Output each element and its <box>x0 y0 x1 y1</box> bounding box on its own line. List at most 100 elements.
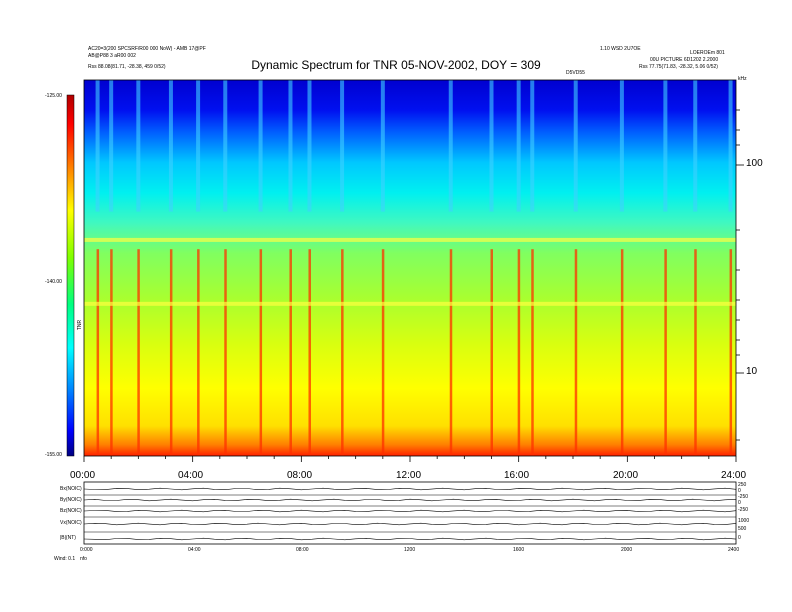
burst-mark <box>490 249 493 456</box>
burst-mark <box>449 249 453 456</box>
y-tick-100: 100 <box>746 158 763 169</box>
burst-upper-mark <box>168 80 173 212</box>
panel-x-tick-1: 04:00 <box>188 547 201 553</box>
burst-mark <box>517 249 521 456</box>
chart-title: Dynamic Spectrum for TNR 05-NOV-2002, DO… <box>251 58 541 72</box>
right-axis <box>736 109 744 441</box>
top-left-line2: AB@P88 3 aR00 002 <box>88 53 136 59</box>
y-tick-10: 10 <box>746 366 758 377</box>
burst-mark <box>308 249 311 456</box>
field-trace <box>83 537 737 541</box>
emission-band <box>84 301 736 306</box>
burst-mark <box>224 249 227 456</box>
burst-upper-mark <box>448 80 453 212</box>
top-right-line1: 1.10 WSD 2U7OE <box>600 46 641 52</box>
burst-layer <box>84 80 736 456</box>
colorbar-tick-bottom: -155.00 <box>45 452 62 458</box>
burst-upper-mark <box>109 80 114 212</box>
burst-mark <box>259 249 263 456</box>
footer-label-right: nfo <box>80 556 87 562</box>
panel-x-tick-6: 2400 <box>728 547 740 553</box>
colorbar <box>66 94 75 457</box>
panel-right-tick-1: 0 <box>738 488 741 494</box>
burst-mark <box>169 249 173 456</box>
panel-label-bx: Bx(NOIC) <box>60 486 82 492</box>
panel-x-tick-4: 1600 <box>513 547 525 553</box>
right-top-label: kHz <box>738 76 747 82</box>
burst-mark <box>96 249 100 456</box>
field-trace <box>83 509 737 513</box>
bottom-panel <box>83 481 737 545</box>
burst-mark <box>574 249 578 456</box>
x-tick-5: 20:00 <box>613 470 639 481</box>
panel-right-tick-6: 500 <box>738 526 747 532</box>
burst-upper-mark <box>530 80 535 212</box>
burst-upper-mark <box>223 80 228 212</box>
burst-upper-mark <box>728 80 733 212</box>
burst-upper-mark <box>489 80 494 212</box>
x-tick-3: 12:00 <box>396 470 422 481</box>
panel-x-tick-2: 08:00 <box>296 547 309 553</box>
panel-x-tick-5: 2000 <box>621 547 633 553</box>
panel-right-tick-0: 250 <box>738 482 747 488</box>
x-tick-2: 08:00 <box>287 470 313 481</box>
burst-upper-mark <box>95 80 100 212</box>
panel-x-tick-0: 0:000 <box>80 547 93 553</box>
burst-upper-mark <box>307 80 312 212</box>
panel-right-tick-4: -250 <box>738 507 749 513</box>
panel-right-tick-7: 0 <box>738 535 741 541</box>
marker-label: D5VD55 <box>566 70 585 76</box>
burst-upper-mark <box>663 80 668 212</box>
panel-right-tick-5: 1000 <box>738 518 750 524</box>
panel-x-tick-3: 1200 <box>404 547 416 553</box>
burst-upper-mark <box>516 80 521 212</box>
top-right-line2: LOEROEm 801 <box>690 50 725 56</box>
burst-upper-mark <box>136 80 141 212</box>
burst-mark <box>531 249 534 456</box>
colorbar-label: TNR <box>77 319 84 331</box>
panel-right-tick-2: -250 <box>738 494 749 500</box>
burst-mark <box>341 249 344 456</box>
field-trace <box>83 487 737 491</box>
x-tick-4: 16:00 <box>504 470 530 481</box>
panel-label-by: By(NOIC) <box>60 497 82 503</box>
emission-band <box>84 237 736 242</box>
spectrogram-area <box>84 80 736 456</box>
x-tick-6: 24:00 <box>721 470 747 481</box>
colorbar-tick-mid: -140.00 <box>45 279 62 285</box>
top-right-line3: 00U PICTURE 6D1202 2.2000 <box>650 57 719 63</box>
burst-upper-mark <box>196 80 201 212</box>
top-left-line1: AC20=3(200 SPCSRF/R00 000 NoW) - AMB 17@… <box>88 46 206 52</box>
burst-upper-mark <box>340 80 345 212</box>
x-tick-1: 04:00 <box>178 470 204 481</box>
burst-upper-mark <box>258 80 263 212</box>
colorbar-tick-top: -125.00 <box>45 93 62 99</box>
burst-mark <box>110 249 113 456</box>
field-trace <box>83 522 737 526</box>
panel-label-b: |B|(NT) <box>60 535 76 541</box>
burst-mark <box>620 249 624 456</box>
footer-label: Wind: 0.1 <box>54 556 76 562</box>
burst-mark <box>694 249 697 456</box>
burst-mark <box>197 249 200 456</box>
burst-upper-mark <box>619 80 624 212</box>
burst-upper-mark <box>573 80 578 212</box>
panel-right-tick-3: 0 <box>738 500 741 506</box>
top-right-line4: Rss 77.75(71.83, -28.32, 5.06 0/52) <box>639 64 718 70</box>
x-axis-ticks <box>83 456 737 462</box>
burst-upper-mark <box>288 80 293 212</box>
burst-mark <box>381 249 385 456</box>
burst-mark <box>664 249 667 456</box>
burst-upper-mark <box>693 80 698 212</box>
x-tick-0: 00:00 <box>70 470 96 481</box>
burst-mark <box>137 249 140 456</box>
burst-mark <box>729 249 733 456</box>
burst-upper-mark <box>380 80 385 212</box>
bottom-traces <box>83 487 737 541</box>
burst-mark <box>289 249 292 456</box>
top-left-line3: Rss 88.08(81.71, -28.38, 459 0/52) <box>88 64 166 70</box>
field-trace <box>83 498 737 502</box>
panel-label-bz: Bz(NOIC) <box>60 508 82 514</box>
panel-label-vx: Vx(NOIC) <box>60 520 82 526</box>
